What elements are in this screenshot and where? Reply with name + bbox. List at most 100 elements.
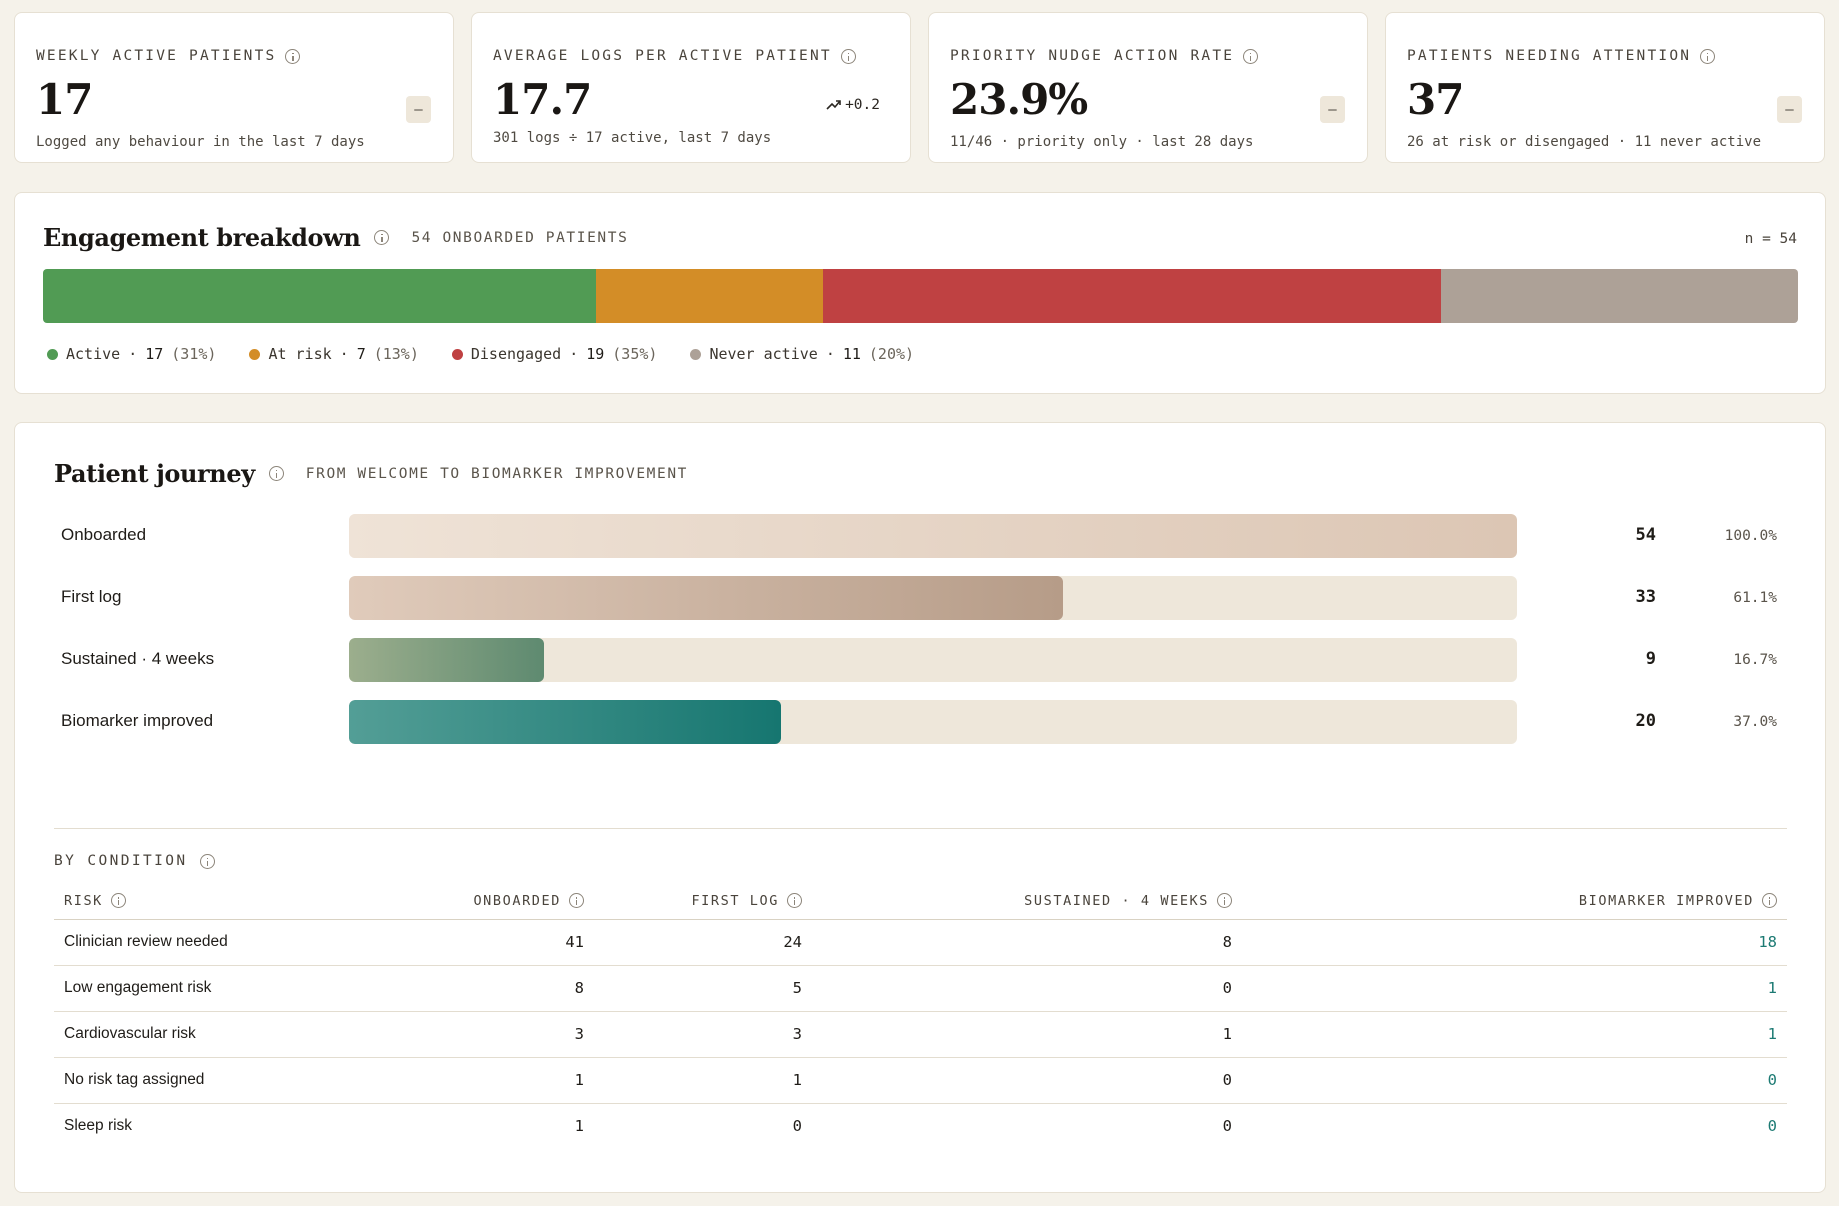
legend-label: Disengaged [470,345,562,363]
column-header-biomarker[interactable]: BIOMARKER IMPROVED [1242,883,1787,920]
info-icon[interactable] [285,48,301,64]
divider [54,828,1787,829]
info-icon[interactable] [1762,893,1777,909]
cell-first-log: 0 [792,1117,802,1136]
kpi-label: WEEKLY ACTIVE PATIENTS [36,48,301,64]
stage-bar-fill [349,576,1063,620]
section-header: Patient journey FROM WELCOME TO BIOMARKE… [54,459,688,488]
sample-size: n = 54 [1744,231,1797,247]
cell-risk: Clinician review needed [54,919,354,966]
legend-dot [451,348,463,360]
section-caption: FROM WELCOME TO BIOMARKER IMPROVEMENT [305,465,688,482]
cell-first-log: 5 [594,965,812,1012]
stage-bar-fill [349,700,782,744]
kpi-value: 23.9% [950,75,1088,124]
legend-dot [47,348,58,360]
info-icon[interactable] [787,893,802,909]
info-icon[interactable] [569,893,584,909]
legend-percent: (31%) [171,345,217,363]
kpi-value: 37 [1407,75,1464,124]
legend-item: Disengaged · 19 (35%) [451,345,658,363]
legend-percent: (13%) [373,345,419,363]
engagement-segment-active[interactable] [43,269,596,323]
cell-risk: Cardiovascular risk [54,1011,354,1058]
info-icon[interactable] [1243,48,1259,64]
kpi-label: PRIORITY NUDGE ACTION RATE [950,48,1259,64]
table-row[interactable]: No risk tag assigned 1 1 0 0 [54,1057,1787,1104]
table-row[interactable]: Cardiovascular risk 3 3 1 1 [54,1011,1787,1058]
stage-count: 9 [1645,649,1656,669]
cell-risk: Low engagement risk [54,965,354,1012]
table-row[interactable]: Low engagement risk 8 5 0 1 [54,965,1787,1012]
legend-count: 19 [586,345,605,363]
kpi-card-weekly-active: WEEKLY ACTIVE PATIENTS 17 Logged any beh… [14,12,454,163]
table-row[interactable]: Sleep risk 1 0 0 0 [54,1103,1787,1149]
info-icon[interactable] [268,466,284,481]
stage-bar-track [349,576,1517,620]
info-icon[interactable] [199,853,215,869]
stage-percent: 100.0% [1724,528,1777,544]
cell-biomarker: 1 [1242,1011,1787,1058]
kpi-label: AVERAGE LOGS PER ACTIVE PATIENT [493,48,856,64]
engagement-stacked-bar [43,269,1798,323]
kpi-subtext: Logged any behaviour in the last 7 days [36,134,365,150]
column-header-risk[interactable]: RISK [54,883,354,920]
info-icon[interactable] [1217,893,1232,909]
engagement-segment-disengaged[interactable] [823,269,1441,323]
legend-separator: · [128,345,138,363]
column-header-first-log[interactable]: FIRST LOG [594,883,812,920]
funnel-row: Biomarker improved 20 37.0% [61,699,1801,745]
table-row[interactable]: Clinician review needed 41 24 8 18 [54,919,1787,966]
engagement-segment-at-risk[interactable] [595,269,823,323]
kpi-subtext: 11/46 · priority only · last 28 days [950,134,1254,150]
stage-label: First log [61,587,122,606]
cell-onboarded: 41 [354,919,594,966]
stage-bar-fill [349,514,1517,558]
legend-percent: (20%) [868,345,915,363]
legend-separator: · [569,345,579,363]
cell-first-log: 1 [594,1057,812,1104]
stage-percent: 16.7% [1733,652,1777,668]
kpi-change-badge: – [1777,96,1802,123]
stage-percent: 37.0% [1733,714,1777,730]
cell-sustained: 0 [812,1057,1242,1104]
column-header-onboarded[interactable]: ONBOARDED [354,883,594,920]
kpi-card-needing-attention: PATIENTS NEEDING ATTENTION 37 26 at risk… [1385,12,1825,163]
cell-biomarker: 0 [1767,1117,1777,1136]
stage-label: Onboarded [61,525,147,544]
stage-count: 54 [1635,525,1656,545]
section-title: Engagement breakdown [43,223,361,252]
kpi-value: 17.7 [493,75,592,124]
cell-sustained: 8 [812,919,1242,966]
kpi-change-badge: – [406,96,431,123]
stage-label: Sustained · 4 weeks [61,649,215,668]
cell-first-log: 3 [594,1011,812,1058]
kpi-subtext: 26 at risk or disengaged · 11 never acti… [1407,134,1762,150]
legend-label: Never active [709,345,818,363]
kpi-trend: +0.2 [826,97,880,113]
stage-count: 33 [1635,587,1656,607]
info-icon[interactable] [374,230,390,245]
table-header-row: RISK ONBOARDED FIRST LOG SUSTAINED · 4 W… [54,883,1787,920]
kpi-subtext: 301 logs ÷ 17 active, last 7 days [493,130,772,146]
cell-risk: Sleep risk [64,1117,133,1135]
funnel-row: Sustained · 4 weeks 9 16.7% [61,637,1801,683]
condition-table: RISK ONBOARDED FIRST LOG SUSTAINED · 4 W… [54,883,1787,1149]
cell-sustained: 0 [812,965,1242,1012]
stage-bar-fill [349,638,545,682]
engagement-segment-never-active[interactable] [1440,269,1798,323]
cell-biomarker: 1 [1242,965,1787,1012]
kpi-card-avg-logs: AVERAGE LOGS PER ACTIVE PATIENT 17.7 301… [471,12,911,163]
info-icon[interactable] [1700,48,1716,64]
info-icon[interactable] [110,893,126,909]
cell-onboarded: 8 [354,965,594,1012]
by-condition-label: BY CONDITION [54,853,215,869]
stage-bar-track [349,638,1517,682]
stage-bar-track [349,700,1517,744]
info-icon[interactable] [840,48,856,64]
legend-count: 17 [145,345,164,363]
funnel-row: Onboarded 54 100.0% [61,513,1801,559]
legend-percent: (35%) [612,345,658,363]
legend-item: Active · 17 (31%) [47,345,216,363]
column-header-sustained[interactable]: SUSTAINED · 4 WEEKS [812,883,1242,920]
